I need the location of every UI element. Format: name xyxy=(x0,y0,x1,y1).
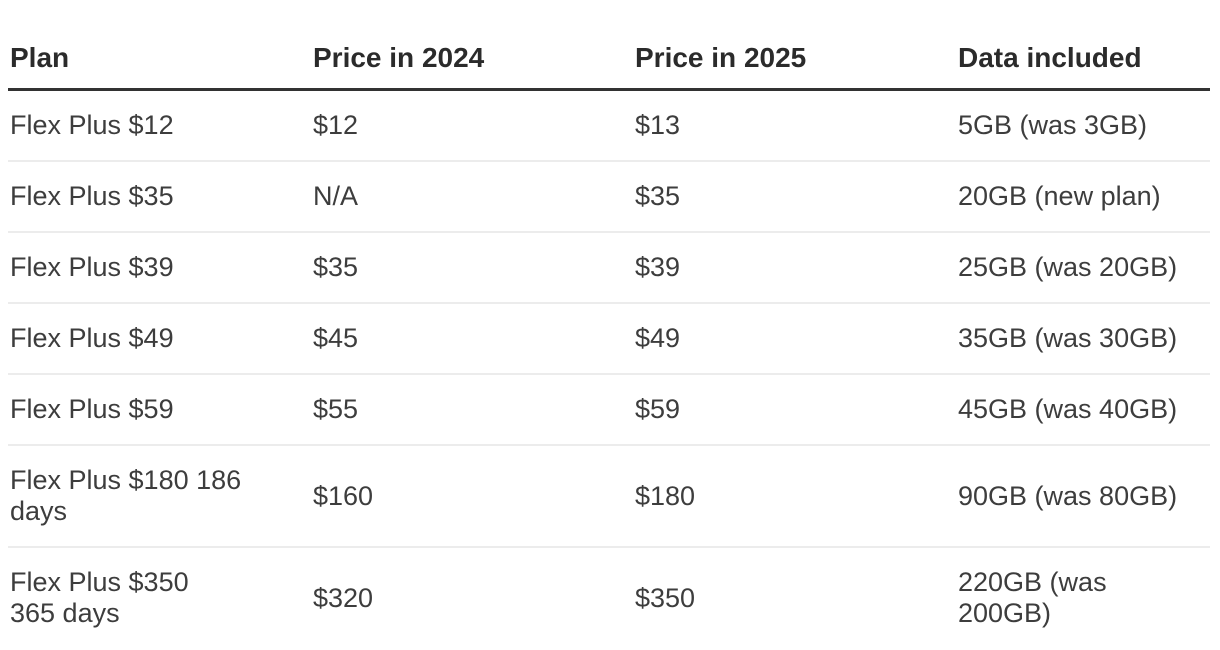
price-2025-cell: $180 xyxy=(633,445,956,548)
plan-cell: Flex Plus $49 xyxy=(8,303,311,375)
price-2025-cell: $39 xyxy=(633,232,956,304)
price-2024-cell: $12 xyxy=(311,89,633,162)
data-included-cell: 35GB (was 30GB) xyxy=(956,303,1210,375)
data-included-cell: 45GB (was 40GB) xyxy=(956,374,1210,446)
price-2024-cell: $35 xyxy=(311,232,633,304)
table-row: Flex Plus $12 $12 $13 5GB (was 3GB) xyxy=(8,89,1210,162)
plan-cell: Flex Plus $12 xyxy=(8,89,311,162)
price-2025-cell: $59 xyxy=(633,374,956,446)
table-row: Flex Plus $180 186 days $160 $180 90GB (… xyxy=(8,445,1210,548)
column-header-price-2024: Price in 2024 xyxy=(311,0,633,91)
column-header-plan: Plan xyxy=(8,0,311,91)
plan-cell: Flex Plus $350 365 days xyxy=(10,567,189,628)
price-2024-cell: N/A xyxy=(311,161,633,233)
data-included-cell: 25GB (was 20GB) xyxy=(956,232,1210,304)
plan-cell: Flex Plus $180 186 days xyxy=(8,445,311,548)
data-included-cell: 5GB (was 3GB) xyxy=(956,89,1210,162)
pricing-table-container: Plan Price in 2024 Price in 2025 Data in… xyxy=(8,0,1210,648)
price-2024-cell: $320 xyxy=(313,582,374,613)
table-row: Flex Plus $59 $55 $59 45GB (was 40GB) xyxy=(8,374,1210,446)
plan-cell: Flex Plus $59 xyxy=(8,374,311,446)
price-2024-cell: $55 xyxy=(311,374,633,446)
table-row: Flex Plus $49 $45 $49 35GB (was 30GB) xyxy=(8,303,1210,375)
plan-cell: Flex Plus $39 xyxy=(8,232,311,304)
table-row: Flex Plus $35 N/A $35 20GB (new plan) xyxy=(8,161,1210,233)
column-header-data-included: Data included xyxy=(956,0,1210,91)
data-included-cell: 220GB (was 200GB) xyxy=(958,567,1107,628)
column-header-price-2025: Price in 2025 xyxy=(633,0,956,91)
table-header-row: Plan Price in 2024 Price in 2025 Data in… xyxy=(8,0,1210,91)
price-2025-cell: $350 xyxy=(635,582,696,613)
price-2024-cell: $45 xyxy=(311,303,633,375)
table-row: Flex Plus $39 $35 $39 25GB (was 20GB) xyxy=(8,232,1210,304)
price-2025-cell: $35 xyxy=(633,161,956,233)
table-row: Flex Plus $350 365 days $320 $350 220GB … xyxy=(8,547,1210,648)
data-included-cell: 90GB (was 80GB) xyxy=(956,445,1210,548)
data-included-cell: 20GB (new plan) xyxy=(956,161,1210,233)
price-2025-cell: $49 xyxy=(633,303,956,375)
pricing-table: Plan Price in 2024 Price in 2025 Data in… xyxy=(8,0,1210,648)
price-2025-cell: $13 xyxy=(633,89,956,162)
price-2024-cell: $160 xyxy=(311,445,633,548)
plans-table-body: Flex Plus $12 $12 $13 5GB (was 3GB) Flex… xyxy=(8,89,1210,649)
plan-cell: Flex Plus $35 xyxy=(8,161,311,233)
